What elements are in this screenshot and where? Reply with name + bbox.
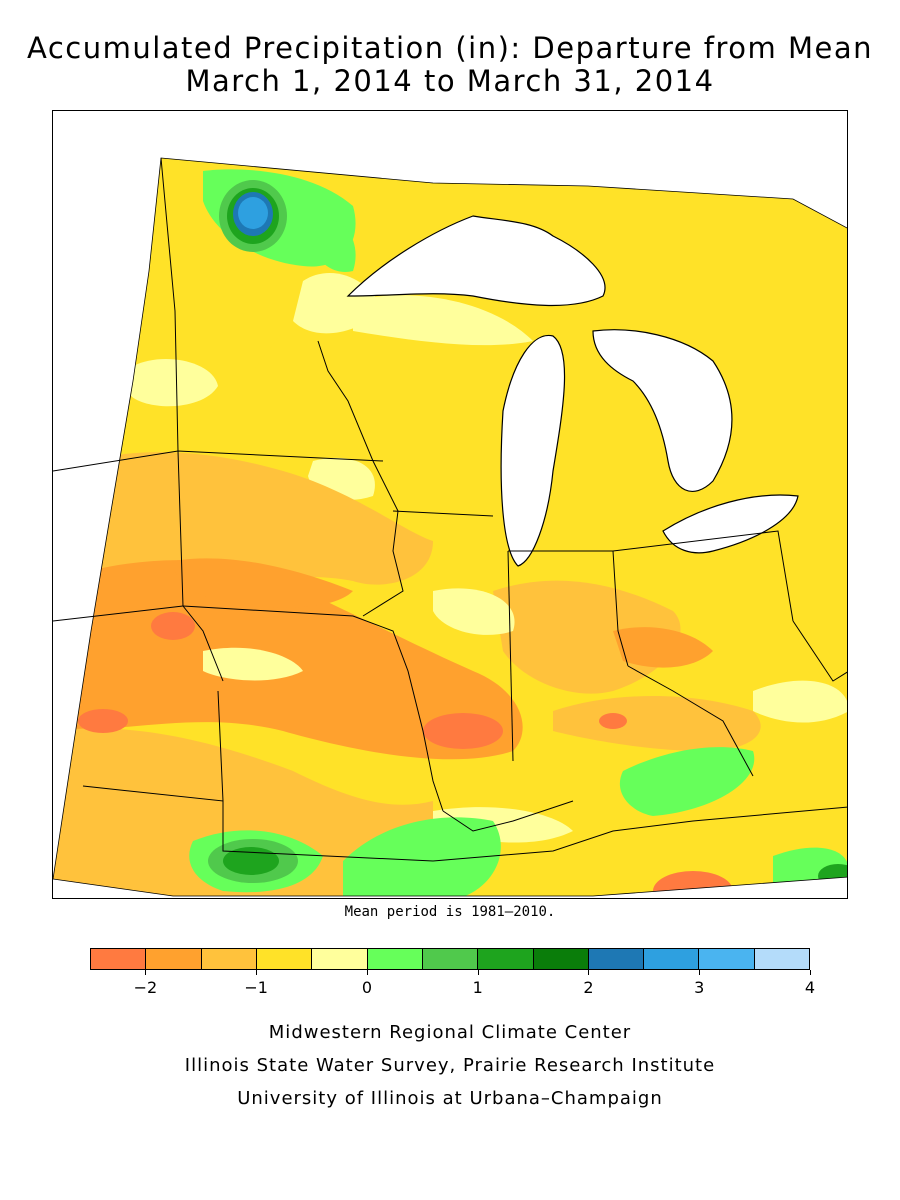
credit-line-3: University of Illinois at Urbana–Champai… bbox=[237, 1088, 663, 1109]
lake-huron bbox=[592, 329, 733, 492]
legend-tick-mark bbox=[810, 970, 811, 975]
lake-superior bbox=[346, 215, 606, 307]
state-boundaries bbox=[53, 157, 847, 862]
legend-swatch bbox=[699, 949, 755, 969]
legend-swatch bbox=[754, 949, 810, 969]
credit-line-2: Illinois State Water Survey, Prairie Res… bbox=[184, 1055, 716, 1076]
legend-tick-label: 0 bbox=[361, 978, 373, 997]
precipitation-departure-map bbox=[52, 110, 848, 899]
legend-swatch bbox=[367, 949, 423, 969]
legend-swatch bbox=[201, 949, 257, 969]
legend-tick-label: 1 bbox=[472, 978, 483, 997]
legend-swatch bbox=[256, 949, 313, 969]
legend-tick-label: −1 bbox=[244, 978, 268, 997]
legend-tick-mark bbox=[366, 970, 368, 975]
lake-michigan bbox=[500, 334, 566, 567]
legend-tick-mark bbox=[145, 970, 147, 975]
legend-tick-label: −2 bbox=[133, 978, 158, 997]
great-lakes bbox=[346, 215, 799, 567]
credit-line-1: Midwestern Regional Climate Center bbox=[268, 1022, 632, 1043]
legend-tick-mark bbox=[256, 970, 258, 975]
legend-swatch bbox=[91, 949, 147, 969]
legend-swatch bbox=[422, 949, 479, 969]
lake-erie bbox=[662, 494, 799, 554]
legend-swatch bbox=[588, 949, 645, 969]
legend-swatch bbox=[644, 949, 700, 969]
legend-tick-label: 4 bbox=[804, 978, 816, 997]
projection-boundary bbox=[53, 157, 847, 897]
legend-swatch bbox=[533, 949, 589, 969]
legend-swatch bbox=[146, 949, 202, 969]
legend-tick-mark bbox=[588, 970, 590, 975]
map-title: Accumulated Precipitation (in): Departur… bbox=[26, 31, 874, 65]
mean-period-note: Mean period is 1981–2010. bbox=[344, 904, 556, 920]
legend-swatch bbox=[478, 949, 534, 969]
legend-tick-label: 2 bbox=[583, 978, 594, 997]
color-legend bbox=[90, 948, 810, 970]
legend-swatch bbox=[312, 949, 368, 969]
legend-tick-label: 3 bbox=[694, 978, 705, 997]
map-svg bbox=[53, 157, 847, 897]
legend-tick-mark bbox=[699, 970, 701, 975]
map-subtitle: March 1, 2014 to March 31, 2014 bbox=[185, 64, 715, 98]
legend-tick-mark bbox=[477, 970, 479, 975]
